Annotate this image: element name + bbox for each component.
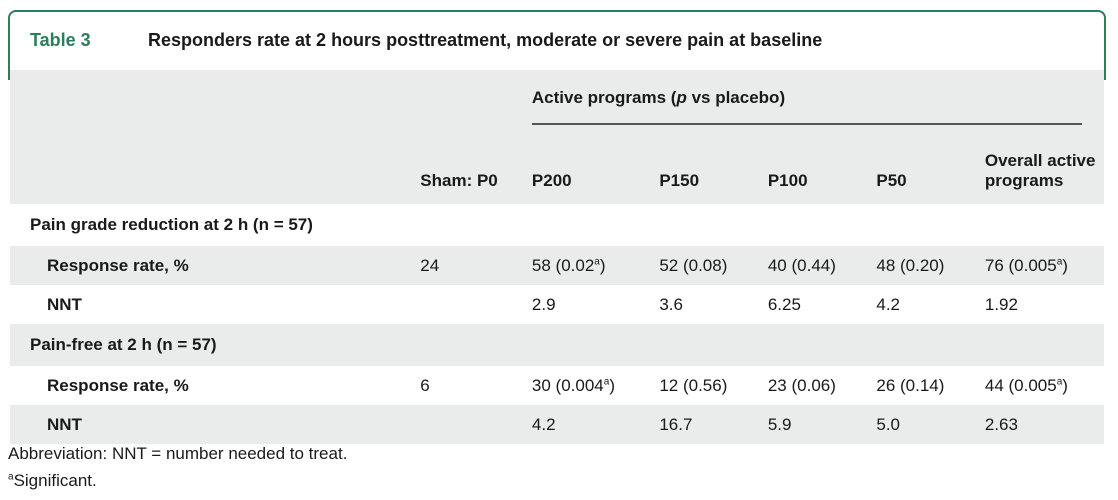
col-header: P50 <box>876 171 907 190</box>
cell: 3.6 <box>659 294 683 314</box>
header-row-2: Sham: P0 P200 P150 P100 P50 Overall acti… <box>10 125 1104 204</box>
col-header: Sham: P0 <box>420 171 498 190</box>
table-row: NNT 4.2 16.7 5.9 5.0 2.63 <box>10 405 1104 444</box>
cell: 4.2 <box>876 294 900 314</box>
table-frame <box>8 10 1106 80</box>
cell: 30 (0.004a) <box>531 375 615 395</box>
group-label: Pain-free at 2 h (n = 57) <box>30 335 217 354</box>
group-label: Pain grade reduction at 2 h (n = 57) <box>30 215 313 234</box>
row-label: NNT <box>47 294 82 314</box>
table-caption: Table 3 Responders rate at 2 hours postt… <box>30 30 822 51</box>
significance-footnote: aSignificant. <box>8 471 97 490</box>
cell: 1.92 <box>984 294 1018 314</box>
table-title: Responders rate at 2 hours posttreatment… <box>148 30 823 50</box>
row-label: Response rate, % <box>47 375 189 395</box>
col-header: P100 <box>767 171 808 190</box>
cell: 6.25 <box>767 294 801 314</box>
cell: 12 (0.56) <box>659 375 728 395</box>
cell: 48 (0.20) <box>876 255 945 275</box>
col-header: P150 <box>659 171 700 190</box>
table-number: Table 3 <box>30 30 91 50</box>
cell <box>420 405 532 444</box>
abbreviation-footnote: Abbreviation: NNT = number needed to tre… <box>8 444 348 463</box>
cell: 58 (0.02a) <box>531 255 606 275</box>
cell <box>420 285 532 324</box>
col-header: Overall active programs <box>984 151 1096 190</box>
cell: 16.7 <box>659 414 693 434</box>
cell: 44 (0.005a) <box>984 375 1068 395</box>
results-table: Active programs (p vs placebo) Sham: P0 … <box>10 70 1104 444</box>
row-label: Response rate, % <box>47 255 189 275</box>
cell: 24 <box>420 255 440 275</box>
group-row: Pain grade reduction at 2 h (n = 57) <box>10 204 1104 246</box>
cell: 2.9 <box>531 294 556 314</box>
cell: 5.9 <box>767 414 792 434</box>
cell: 26 (0.14) <box>876 375 945 395</box>
group-row: Pain-free at 2 h (n = 57) <box>10 324 1104 366</box>
col-header: P200 <box>531 171 572 190</box>
header-rule <box>531 123 1082 125</box>
cell: 40 (0.44) <box>767 255 836 275</box>
cell: 5.0 <box>876 414 900 434</box>
table-row: NNT 2.9 3.6 6.25 4.2 1.92 <box>10 285 1104 324</box>
cell: 6 <box>420 375 430 395</box>
cell: 23 (0.06) <box>767 375 836 395</box>
cell: 2.63 <box>984 414 1018 434</box>
cell: 52 (0.08) <box>659 255 728 275</box>
table-row: Response rate, % 6 30 (0.004a) 12 (0.56)… <box>10 366 1104 405</box>
header-row-1: Active programs (p vs placebo) <box>10 70 1104 125</box>
cell: 76 (0.005a) <box>984 255 1068 275</box>
cell: 4.2 <box>531 414 556 434</box>
active-programs-header: Active programs (p vs placebo) <box>531 70 1104 125</box>
table-row: Response rate, % 24 58 (0.02a) 52 (0.08)… <box>10 246 1104 285</box>
row-label: NNT <box>47 414 82 434</box>
